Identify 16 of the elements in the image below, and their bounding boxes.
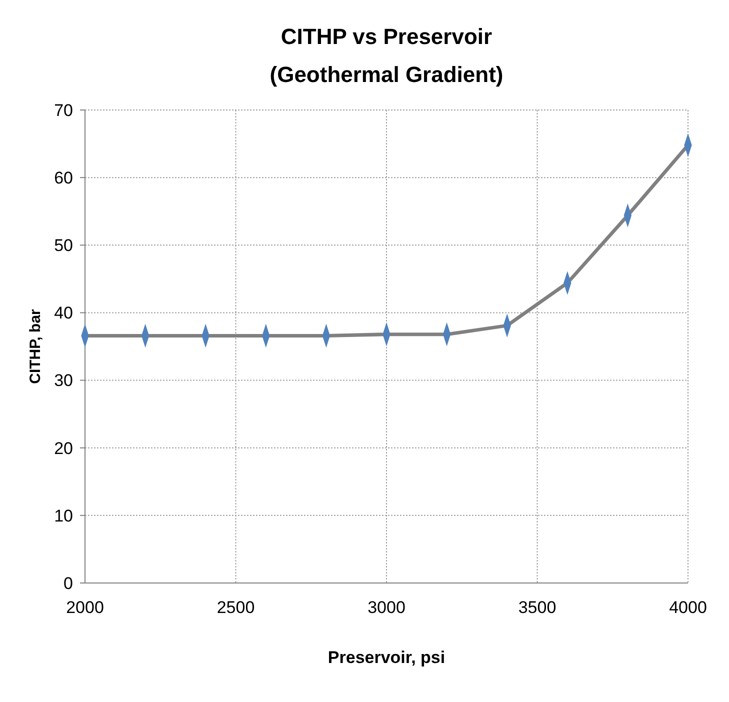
x-tick-label: 4000 [669,598,707,617]
x-tick-label: 3500 [518,598,556,617]
x-axis-title: Preservoir, psi [328,648,446,667]
y-tick-label: 20 [54,438,73,458]
y-tick-label: 40 [54,304,73,323]
x-tick-label: 2500 [216,598,255,617]
y-tick-label: 50 [54,236,73,256]
y-tick-label: 30 [54,371,73,390]
chart-title: CITHP vs Preservoir (Geothermal Gradient) [270,24,504,87]
y-axis-title: CITHP, bar [27,308,44,384]
y-tick-label: 70 [54,100,73,120]
y-tick-label: 10 [54,506,73,526]
x-tick-label: 3000 [368,598,406,617]
x-tick-label: 2000 [66,598,104,617]
y-tick-label: 60 [54,168,73,188]
y-tick-label: 0 [64,574,73,593]
